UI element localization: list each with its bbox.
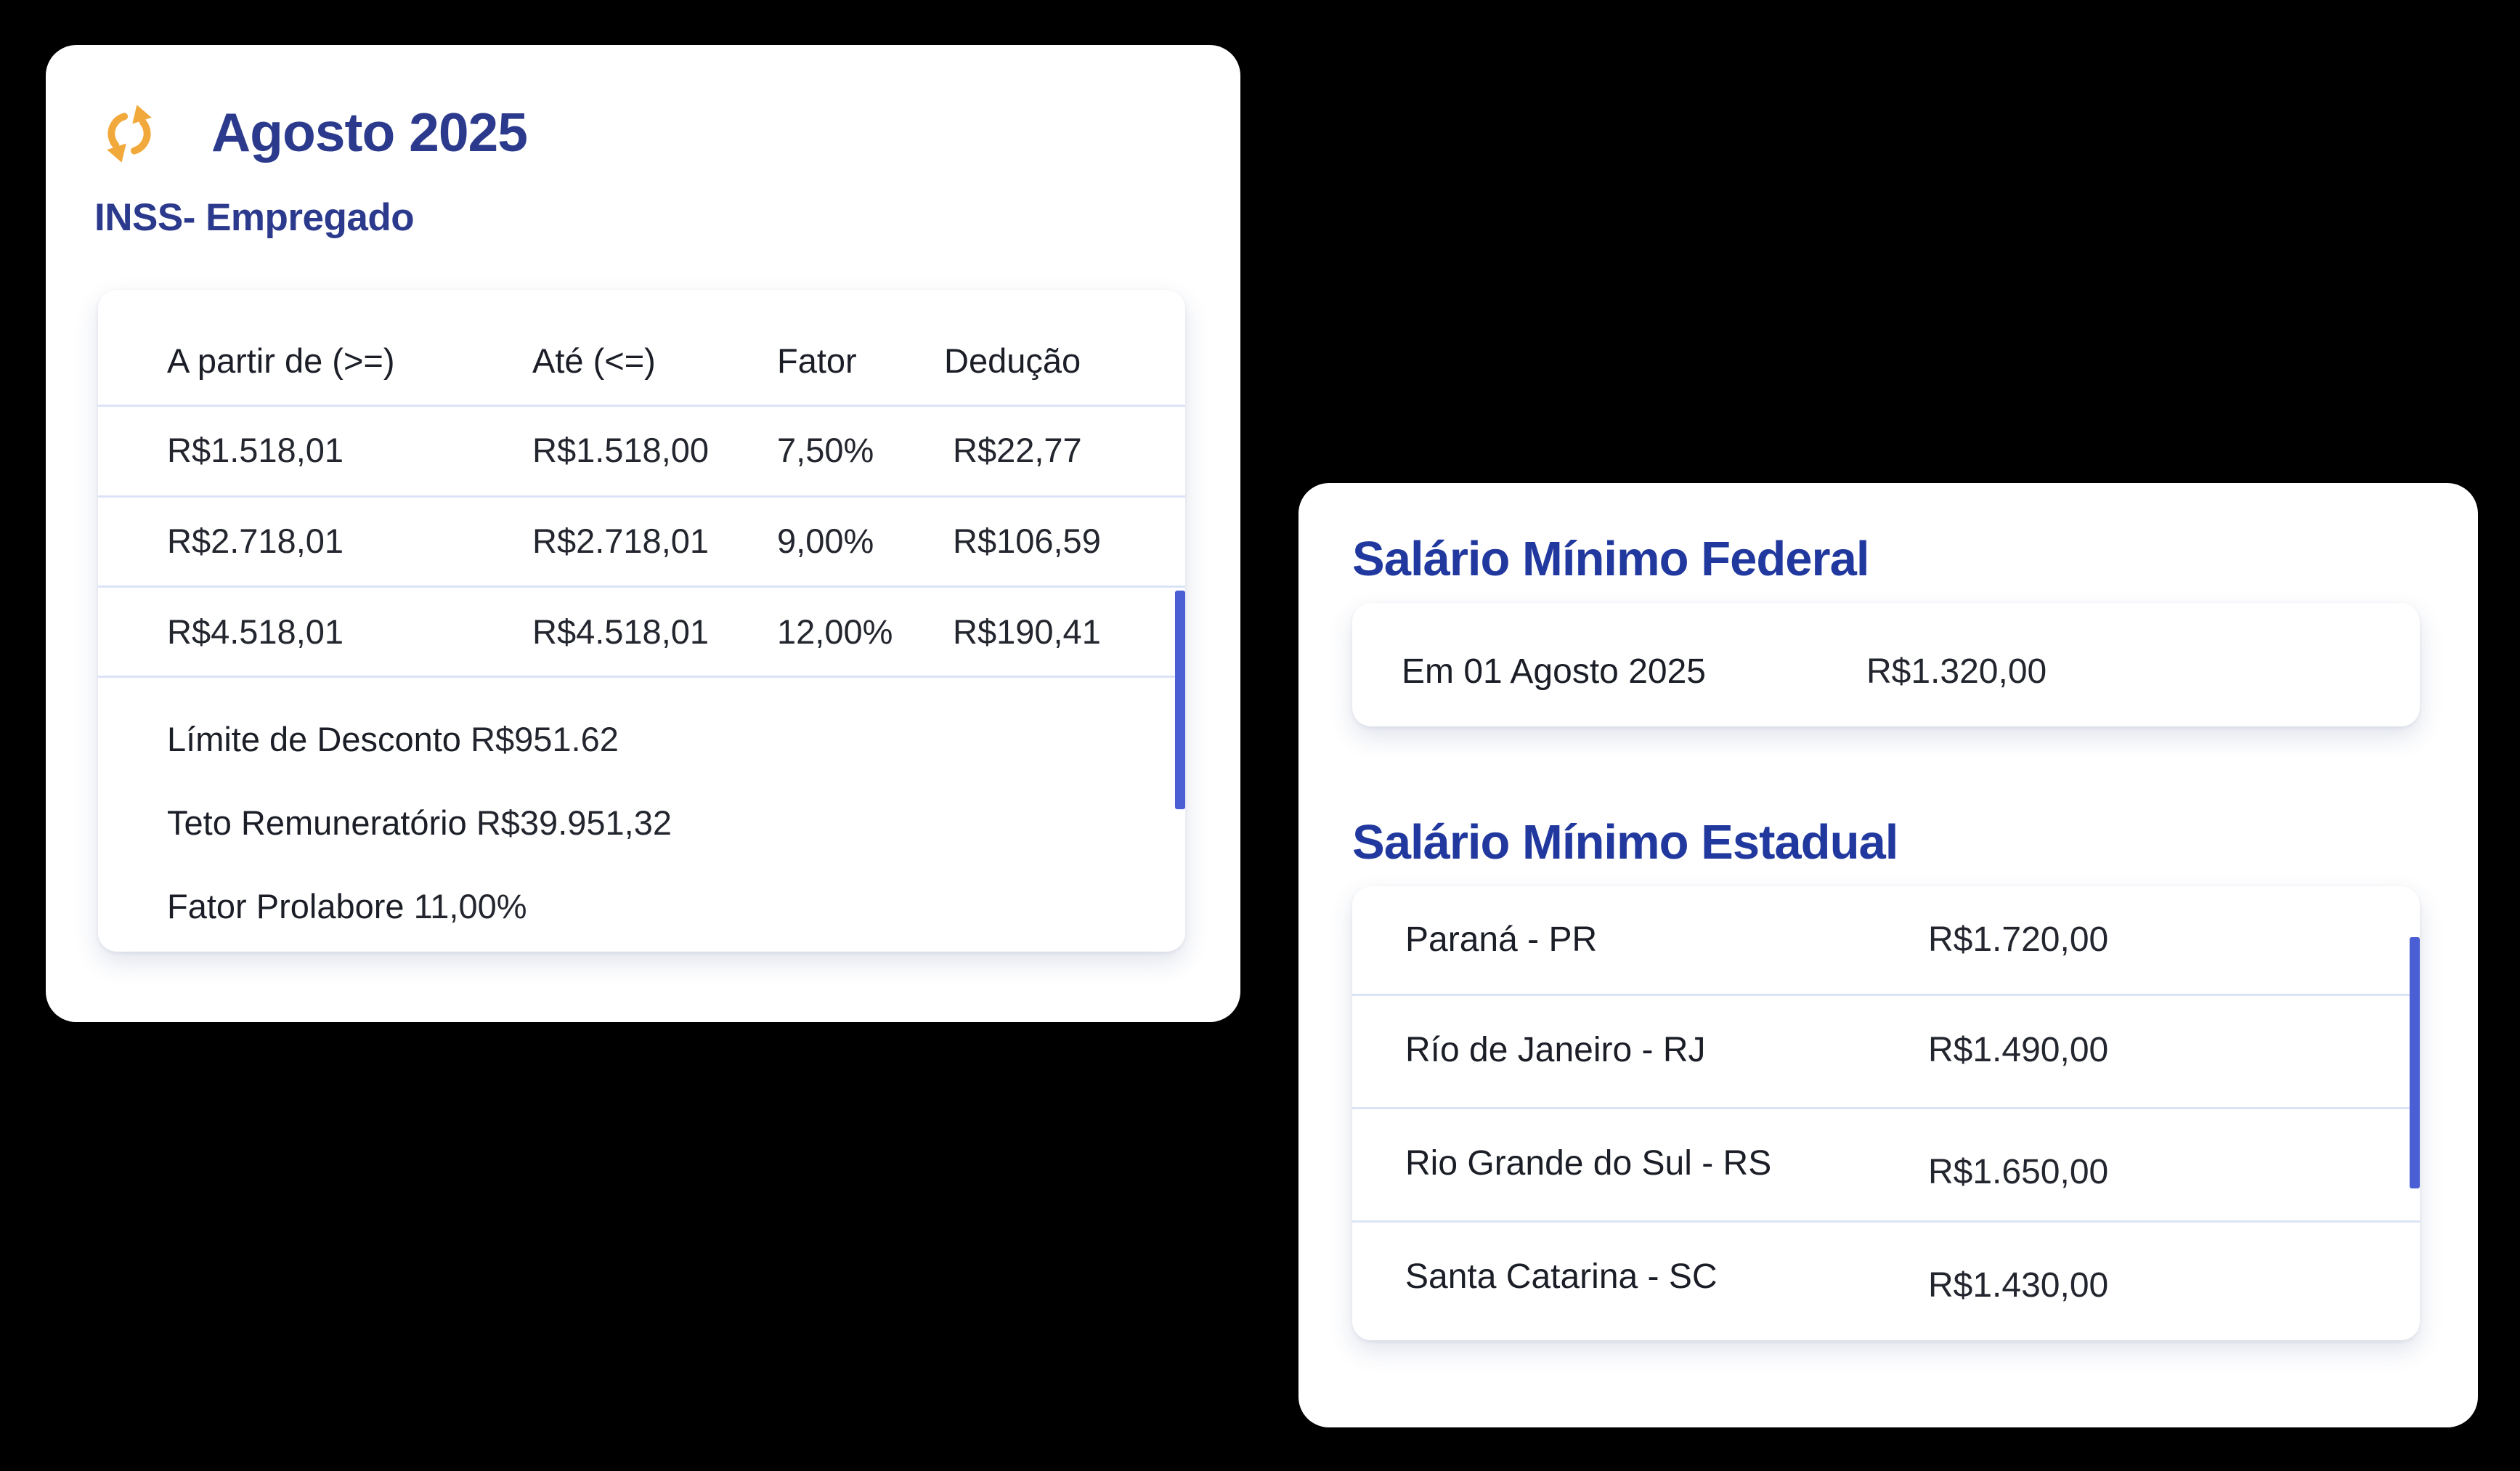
inss-card: Agosto 2025 INSS- Empregado A partir de … bbox=[46, 45, 1240, 1022]
estadual-row-label: Paraná - PR bbox=[1405, 920, 1598, 959]
limit-desconto-label: Límite de Desconto bbox=[167, 720, 461, 758]
col-header-to: Até (<=) bbox=[532, 341, 656, 380]
page-title: Agosto 2025 bbox=[211, 102, 528, 163]
inss-table-card: A partir de (>=) Até (<=) Fator Dedução … bbox=[98, 290, 1185, 952]
col-header-deduction: Dedução bbox=[944, 341, 1081, 380]
fator-prolabore-line: Fator Prolabore 11,00% bbox=[167, 888, 527, 925]
table-cell-to: R$4.518,01 bbox=[532, 612, 710, 651]
row-divider bbox=[98, 405, 1185, 407]
teto-remuneratorio-label: Teto Remuneratório bbox=[167, 803, 467, 842]
row-divider bbox=[98, 585, 1185, 588]
federal-list-card: Em 01 Agosto 2025 R$1.320,00 bbox=[1352, 603, 2420, 726]
table-scrollbar-thumb[interactable] bbox=[1175, 591, 1185, 809]
salario-minimo-card: Salário Mínimo Federal Em 01 Agosto 2025… bbox=[1298, 483, 2478, 1427]
fator-prolabore-value: 11,00% bbox=[413, 887, 527, 925]
federal-row-value: R$1.320,00 bbox=[1866, 652, 2047, 691]
table-cell-factor: 9,00% bbox=[777, 522, 874, 560]
estadual-row-value: R$1.430,00 bbox=[1928, 1266, 2109, 1305]
col-header-factor: Fator bbox=[777, 341, 857, 380]
row-divider bbox=[98, 676, 1185, 678]
federal-heading: Salário Mínimo Federal bbox=[1352, 532, 1869, 586]
federal-row-label: Em 01 Agosto 2025 bbox=[1402, 652, 1706, 691]
estadual-list-card: Paraná - PR R$1.720,00 Río de Janeiro - … bbox=[1352, 886, 2420, 1340]
estadual-row-label: Santa Catarina - SC bbox=[1405, 1257, 1718, 1296]
row-divider bbox=[1352, 1107, 2420, 1109]
table-cell-to: R$2.718,01 bbox=[532, 522, 710, 560]
row-divider bbox=[1352, 1220, 2420, 1223]
inss-subtitle: INSS- Empregado bbox=[94, 196, 415, 239]
estadual-row-value: R$1.490,00 bbox=[1928, 1031, 2109, 1069]
sync-icon[interactable] bbox=[99, 104, 159, 163]
table-cell-to: R$1.518,00 bbox=[532, 431, 710, 469]
estadual-row-value: R$1.720,00 bbox=[1928, 920, 2109, 959]
table-cell-factor: 7,50% bbox=[777, 431, 874, 469]
teto-remuneratorio-line: Teto Remuneratório R$39.951,32 bbox=[167, 804, 672, 842]
table-cell-deduction: R$106,59 bbox=[953, 522, 1101, 560]
limit-desconto-value: R$951.62 bbox=[471, 720, 619, 758]
estadual-row-label: Rio Grande do Sul - RS bbox=[1405, 1144, 1772, 1183]
estadual-heading: Salário Mínimo Estadual bbox=[1352, 815, 1898, 870]
teto-remuneratorio-value: R$39.951,32 bbox=[476, 803, 672, 842]
row-divider bbox=[1352, 994, 2420, 996]
fator-prolabore-label: Fator Prolabore bbox=[167, 887, 405, 925]
table-cell-from: R$1.518,01 bbox=[167, 431, 344, 469]
estadual-row-value: R$1.650,00 bbox=[1928, 1153, 2109, 1191]
estadual-scrollbar-thumb[interactable] bbox=[2410, 937, 2420, 1188]
table-cell-deduction: R$22,77 bbox=[953, 431, 1082, 469]
table-cell-deduction: R$190,41 bbox=[953, 612, 1101, 651]
estadual-row-label: Río de Janeiro - RJ bbox=[1405, 1031, 1706, 1069]
table-cell-from: R$2.718,01 bbox=[167, 522, 344, 560]
table-cell-from: R$4.518,01 bbox=[167, 612, 344, 651]
limit-desconto-line: Límite de Desconto R$951.62 bbox=[167, 721, 619, 758]
row-divider bbox=[98, 495, 1185, 498]
col-header-from: A partir de (>=) bbox=[167, 341, 395, 380]
table-cell-factor: 12,00% bbox=[777, 612, 893, 651]
